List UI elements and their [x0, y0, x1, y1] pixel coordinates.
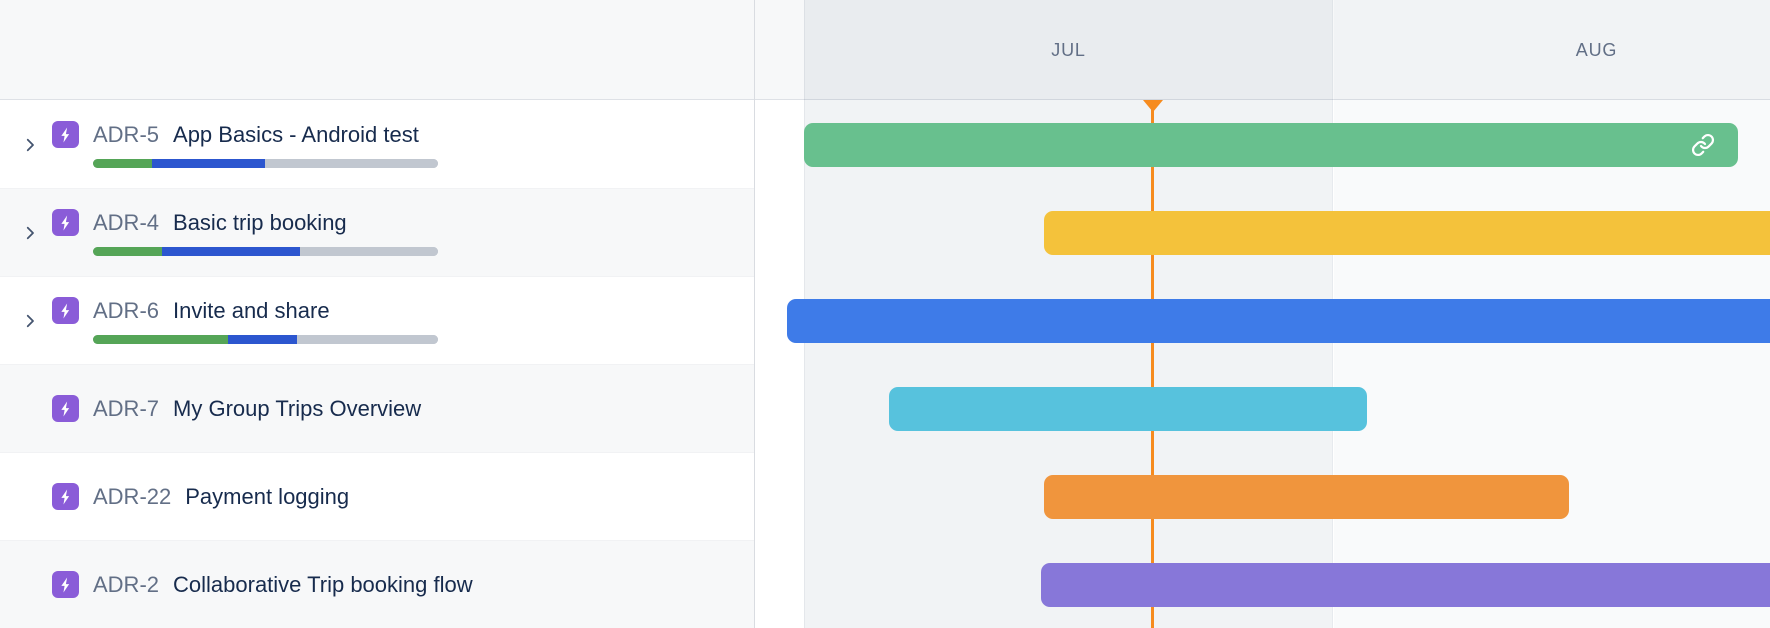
chevron-right-icon[interactable] — [20, 135, 40, 155]
epic-icon — [52, 483, 79, 510]
issue-title[interactable]: Invite and share — [173, 297, 330, 323]
progress-bar — [93, 159, 438, 168]
chevron-right-icon[interactable] — [20, 223, 40, 243]
issue-title[interactable]: Payment logging — [185, 483, 350, 509]
timeline-bar[interactable] — [889, 387, 1367, 431]
issue-title[interactable]: Collaborative Trip booking flow — [173, 571, 473, 597]
chart-row — [0, 365, 1770, 453]
epic-row[interactable]: ADR-7 My Group Trips Overview — [0, 365, 754, 453]
chart-row — [0, 101, 1770, 189]
epic-row[interactable]: ADR-6 Invite and share — [0, 277, 754, 365]
epic-icon — [52, 121, 79, 148]
timeline-bar[interactable] — [1044, 211, 1770, 255]
epic-row[interactable]: ADR-5 App Basics - Android test — [0, 101, 754, 189]
chart-row — [0, 277, 1770, 365]
today-line — [1151, 101, 1154, 628]
epic-icon — [52, 297, 79, 324]
issue-title[interactable]: My Group Trips Overview — [173, 395, 422, 421]
month-header-aug: AUG — [1575, 40, 1618, 60]
panel-divider[interactable] — [754, 0, 755, 628]
issue-key: ADR-5 — [93, 121, 160, 147]
chevron-right-icon[interactable] — [20, 311, 40, 331]
timeline-bar[interactable] — [1044, 475, 1569, 519]
issue-key: ADR-4 — [93, 209, 160, 235]
timeline-bar[interactable] — [804, 123, 1738, 167]
issue-key: ADR-22 — [93, 483, 172, 509]
timeline-bar[interactable] — [1041, 563, 1770, 607]
chart-row — [0, 453, 1770, 541]
issue-key: ADR-2 — [93, 571, 160, 597]
timeline-bar[interactable] — [787, 299, 1770, 343]
progress-bar — [93, 335, 438, 344]
link-icon — [1690, 132, 1716, 158]
today-caret — [1142, 100, 1163, 112]
epic-icon — [52, 571, 79, 598]
chart-area — [0, 101, 1770, 628]
chart-row — [0, 189, 1770, 277]
epic-row[interactable]: ADR-22 Payment logging — [0, 453, 754, 541]
progress-bar — [93, 247, 438, 256]
month-header-jul: JUL — [1051, 40, 1086, 60]
issue-key: ADR-7 — [93, 395, 160, 421]
epic-icon — [52, 209, 79, 236]
epic-row[interactable]: ADR-4 Basic trip booking — [0, 189, 754, 277]
epic-list: ADR-5 App Basics - Android test ADR-4 Ba… — [0, 101, 754, 628]
issue-title[interactable]: Basic trip booking — [173, 209, 347, 235]
issue-title[interactable]: App Basics - Android test — [173, 121, 419, 147]
epic-icon — [52, 395, 79, 422]
timeline-header — [0, 0, 1770, 100]
issue-key: ADR-6 — [93, 297, 160, 323]
epic-row[interactable]: ADR-2 Collaborative Trip booking flow — [0, 541, 754, 628]
chart-row — [0, 541, 1770, 628]
